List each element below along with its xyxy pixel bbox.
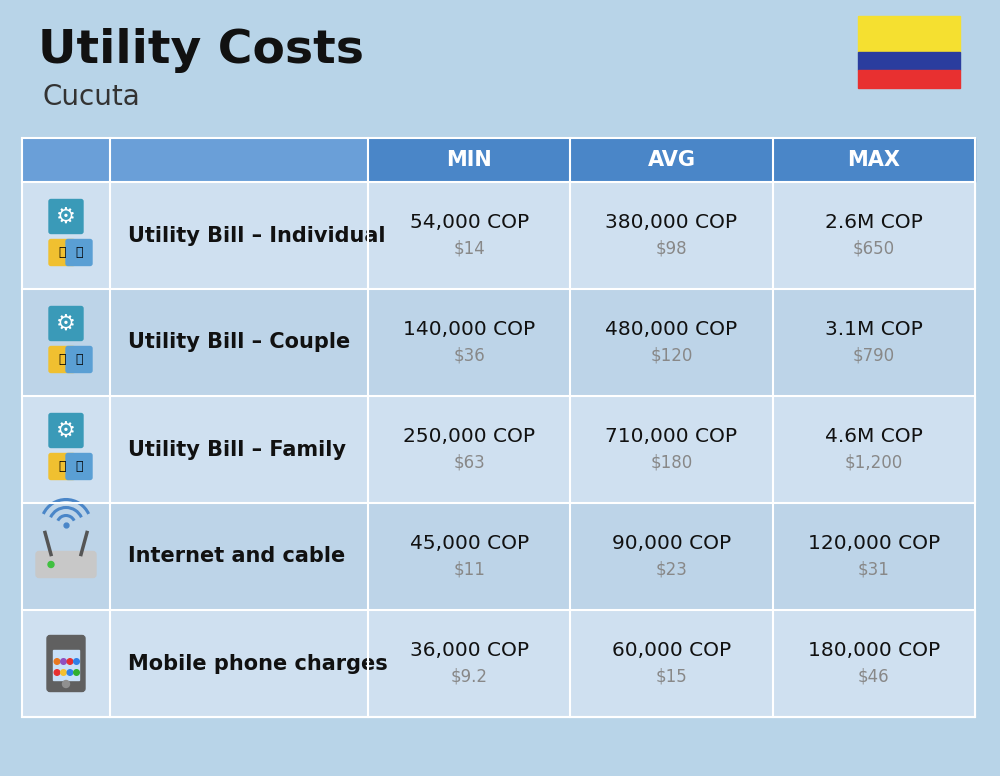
- Bar: [858, 70, 960, 88]
- Text: 🔌: 🔌: [58, 353, 66, 366]
- FancyBboxPatch shape: [36, 552, 96, 577]
- Text: 250,000 COP: 250,000 COP: [403, 427, 535, 446]
- Bar: [858, 16, 960, 52]
- Text: $9.2: $9.2: [451, 667, 488, 685]
- Bar: [22, 182, 975, 289]
- Text: $1,200: $1,200: [845, 453, 903, 472]
- Text: 45,000 COP: 45,000 COP: [410, 534, 529, 553]
- FancyBboxPatch shape: [66, 453, 92, 480]
- Text: 120,000 COP: 120,000 COP: [808, 534, 940, 553]
- Text: $23: $23: [656, 560, 687, 578]
- Circle shape: [62, 681, 70, 688]
- Text: 90,000 COP: 90,000 COP: [612, 534, 731, 553]
- Circle shape: [48, 562, 54, 567]
- Circle shape: [61, 659, 66, 664]
- Text: $46: $46: [858, 667, 890, 685]
- Text: 4.6M COP: 4.6M COP: [825, 427, 923, 446]
- Text: $650: $650: [853, 240, 895, 258]
- Circle shape: [61, 670, 66, 675]
- FancyBboxPatch shape: [49, 453, 75, 480]
- Bar: [858, 52, 960, 70]
- Bar: [570, 138, 773, 182]
- Text: 3.1M COP: 3.1M COP: [825, 320, 923, 339]
- Text: 💧: 💧: [75, 460, 83, 473]
- Text: MAX: MAX: [847, 150, 900, 170]
- Bar: [368, 138, 570, 182]
- Circle shape: [74, 670, 79, 675]
- Bar: [22, 610, 975, 717]
- FancyBboxPatch shape: [49, 240, 75, 265]
- Text: 2.6M COP: 2.6M COP: [825, 213, 923, 232]
- Text: 60,000 COP: 60,000 COP: [612, 641, 731, 660]
- Text: $120: $120: [650, 347, 693, 365]
- Bar: [53, 650, 79, 680]
- FancyBboxPatch shape: [66, 347, 92, 372]
- Text: Utility Bill – Individual: Utility Bill – Individual: [128, 226, 386, 245]
- Bar: [22, 503, 975, 610]
- Text: Utility Bill – Couple: Utility Bill – Couple: [128, 332, 350, 352]
- Text: $15: $15: [656, 667, 687, 685]
- Bar: [22, 396, 975, 503]
- Text: 36,000 COP: 36,000 COP: [410, 641, 529, 660]
- Text: $180: $180: [650, 453, 693, 472]
- Bar: [22, 289, 975, 396]
- Text: 🔌: 🔌: [58, 460, 66, 473]
- Text: ⚙: ⚙: [56, 421, 76, 441]
- Text: $11: $11: [453, 560, 485, 578]
- Text: 480,000 COP: 480,000 COP: [605, 320, 738, 339]
- Text: ⚙: ⚙: [56, 206, 76, 227]
- Text: Utility Bill – Family: Utility Bill – Family: [128, 439, 346, 459]
- FancyBboxPatch shape: [49, 307, 83, 341]
- Circle shape: [54, 670, 60, 675]
- Text: 180,000 COP: 180,000 COP: [808, 641, 940, 660]
- Bar: [773, 138, 975, 182]
- Text: 💧: 💧: [75, 246, 83, 259]
- Text: 710,000 COP: 710,000 COP: [605, 427, 738, 446]
- Circle shape: [54, 659, 60, 664]
- Text: $790: $790: [853, 347, 895, 365]
- FancyBboxPatch shape: [49, 347, 75, 372]
- Text: $14: $14: [453, 240, 485, 258]
- FancyBboxPatch shape: [47, 636, 85, 691]
- Text: $36: $36: [453, 347, 485, 365]
- Circle shape: [67, 659, 73, 664]
- Text: 💧: 💧: [75, 353, 83, 366]
- Text: ⚙: ⚙: [56, 314, 76, 334]
- Text: 🔌: 🔌: [58, 246, 66, 259]
- Text: 380,000 COP: 380,000 COP: [605, 213, 738, 232]
- Text: $31: $31: [858, 560, 890, 578]
- Bar: [22, 138, 368, 182]
- Text: 54,000 COP: 54,000 COP: [410, 213, 529, 232]
- Text: AVG: AVG: [648, 150, 696, 170]
- Text: 140,000 COP: 140,000 COP: [403, 320, 535, 339]
- Text: Mobile phone charges: Mobile phone charges: [128, 653, 388, 674]
- FancyBboxPatch shape: [49, 199, 83, 234]
- Text: $98: $98: [656, 240, 687, 258]
- FancyBboxPatch shape: [66, 240, 92, 265]
- Text: $63: $63: [453, 453, 485, 472]
- Circle shape: [67, 670, 73, 675]
- Text: MIN: MIN: [446, 150, 492, 170]
- Text: Internet and cable: Internet and cable: [128, 546, 345, 566]
- Circle shape: [74, 659, 79, 664]
- Text: Utility Costs: Utility Costs: [38, 28, 364, 73]
- FancyBboxPatch shape: [49, 414, 83, 448]
- Text: Cucuta: Cucuta: [42, 83, 140, 111]
